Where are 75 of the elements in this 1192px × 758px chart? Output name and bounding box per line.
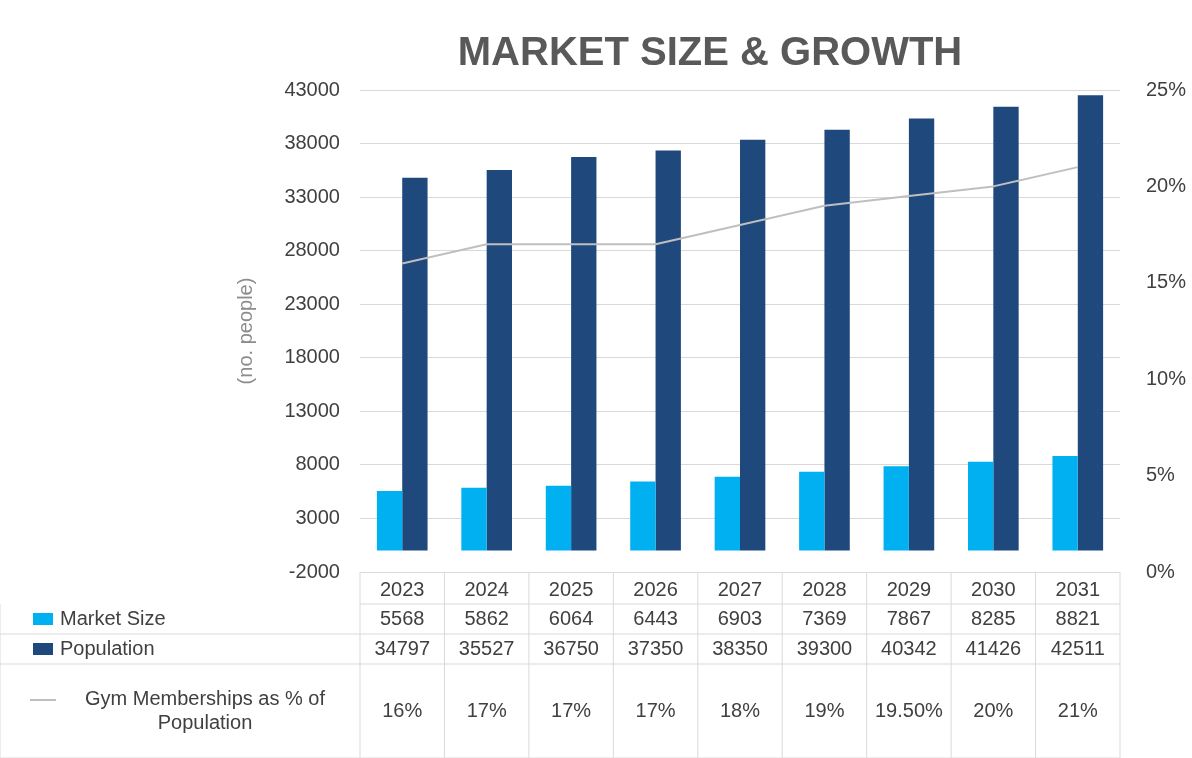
- data-label: 5862: [464, 606, 509, 629]
- data-label: 19.50%: [874, 698, 944, 721]
- data-label: 16%: [382, 698, 423, 721]
- x-tick-label: 2023: [379, 577, 425, 600]
- bar: [630, 481, 656, 551]
- data-label: 7867: [886, 606, 932, 629]
- y2-tick-label: 20%: [1146, 173, 1187, 196]
- data-label: 18%: [719, 698, 761, 721]
- data-label: 17%: [466, 698, 507, 721]
- data-label: 6443: [633, 606, 678, 629]
- bar: [714, 476, 740, 551]
- chart-title: MARKET SIZE & GROWTH: [457, 29, 963, 74]
- y-tick-label: 33000: [284, 184, 340, 207]
- bar: [1052, 456, 1078, 551]
- bar: [571, 156, 597, 551]
- data-label: 39300: [796, 636, 853, 659]
- y-tick-label: 38000: [284, 131, 340, 154]
- legend-label: Market Size: [60, 606, 166, 629]
- bar: [908, 118, 935, 551]
- data-label: 41426: [965, 636, 1022, 659]
- data-label: 6903: [717, 606, 763, 629]
- bar: [883, 466, 909, 551]
- bar: [968, 461, 994, 551]
- legend-label: Gym Memberships as % of Population: [84, 686, 326, 733]
- y-tick-label: 8000: [295, 452, 340, 475]
- bar: [799, 471, 825, 551]
- bar: [993, 106, 1019, 551]
- data-label: 5568: [379, 606, 425, 629]
- y-tick-label: 23000: [284, 291, 340, 314]
- bar: [376, 490, 403, 551]
- y-tick-label: 13000: [284, 398, 340, 421]
- data-label: 37350: [627, 636, 684, 659]
- y2-tick-label: 0%: [1146, 559, 1176, 582]
- y-axis-title: (no. people): [233, 277, 256, 385]
- data-label: 38350: [712, 636, 768, 659]
- x-tick-label: 2031: [1055, 577, 1101, 600]
- bar: [824, 129, 850, 551]
- data-label: 6064: [548, 606, 594, 629]
- data-label: 34797: [374, 636, 431, 659]
- data-label: 42511: [1050, 636, 1105, 659]
- bar: [402, 177, 428, 551]
- x-tick-label: 2030: [971, 577, 1016, 600]
- y2-tick-label: 25%: [1146, 77, 1187, 100]
- data-label: 19%: [804, 698, 845, 721]
- y-tick-label: 18000: [284, 345, 340, 368]
- data-label: 21%: [1057, 698, 1099, 721]
- bar: [486, 170, 512, 551]
- x-tick-label: 2024: [464, 577, 509, 600]
- y2-tick-label: 10%: [1146, 366, 1187, 389]
- data-label: 35527: [458, 636, 515, 659]
- data-label: 36750: [543, 636, 599, 659]
- data-label: 40342: [881, 636, 937, 659]
- x-tick-label: 2026: [633, 577, 678, 600]
- y-tick-label: -2000: [288, 559, 340, 582]
- data-label: 17%: [635, 698, 676, 721]
- x-tick-label: 2025: [548, 577, 594, 600]
- x-tick-label: 2029: [886, 577, 932, 600]
- bar: [655, 150, 681, 551]
- y2-tick-label: 5%: [1146, 463, 1176, 486]
- y2-tick-label: 15%: [1146, 270, 1187, 293]
- y-tick-label: 3000: [295, 505, 340, 528]
- data-label: 8285: [971, 606, 1016, 629]
- data-label: 8821: [1055, 606, 1101, 629]
- bar: [1077, 95, 1104, 551]
- y-tick-label: 43000: [284, 77, 340, 100]
- x-tick-label: 2028: [802, 577, 847, 600]
- data-label: 7369: [802, 606, 847, 629]
- bar: [545, 485, 572, 551]
- bar: [461, 487, 487, 551]
- y-tick-label: 28000: [284, 238, 340, 261]
- bar: [740, 139, 766, 551]
- data-label: 17%: [551, 698, 592, 721]
- x-tick-label: 2027: [717, 577, 763, 600]
- data-label: 20%: [973, 698, 1014, 721]
- legend-label: Population: [60, 636, 155, 659]
